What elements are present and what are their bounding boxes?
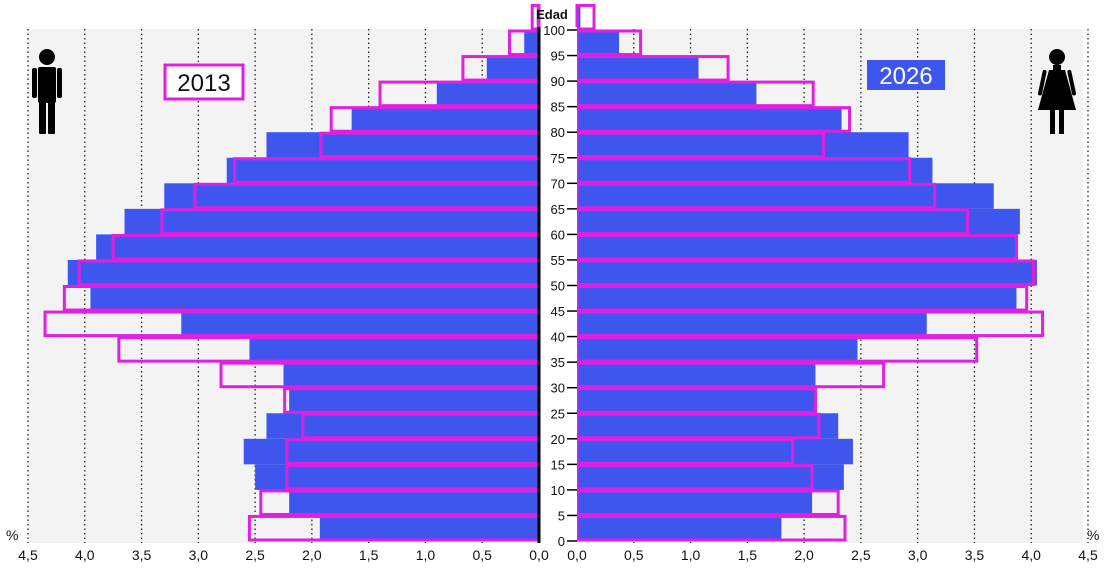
bar-2026-female-55-59	[577, 234, 1018, 260]
bar-2026-male-55-59	[96, 234, 539, 260]
x-tick-label-left: 2,0	[302, 547, 322, 563]
x-tick-label-left: 3,5	[132, 547, 152, 563]
age-tick-label: 45	[551, 304, 565, 319]
age-tick-label: 100	[543, 23, 565, 38]
bar-2026-male-90-94	[486, 55, 539, 82]
bar-2026-female-90-94	[577, 55, 699, 82]
bar-2026-male-70-74	[226, 157, 539, 184]
age-tick-label: 55	[551, 253, 565, 268]
percent-sign-left: %	[6, 527, 18, 543]
x-tick-label-left: 2,5	[245, 547, 265, 563]
bar-2013-female-100+	[575, 3, 596, 31]
age-tick-label: 30	[551, 381, 565, 396]
bar-2026-male-35-39	[249, 336, 539, 363]
bar-2026-male-80-84	[351, 106, 539, 133]
bar-2026-female-45-49	[577, 285, 1017, 312]
x-tick-label-left: 4,0	[75, 547, 95, 563]
bar-2026-female-40-44	[577, 311, 927, 337]
x-tick-label-right: 3,0	[908, 547, 928, 563]
x-tick-label-left: 4,5	[18, 547, 38, 563]
bar-2026-female-30-34	[577, 362, 816, 388]
bar-2013-male-100+	[530, 3, 541, 31]
bar-2026-female-65-69	[577, 183, 994, 209]
x-tick-label-left: 0,5	[472, 547, 492, 563]
axis-title-edad: Edad	[536, 7, 568, 22]
age-tick-label: 75	[551, 151, 565, 166]
age-tick-label: 15	[551, 457, 565, 472]
age-tick-label: 20	[551, 432, 565, 447]
age-tick-label: 70	[551, 176, 565, 191]
male-icon	[32, 49, 62, 134]
x-tick-label-left: 1,0	[416, 547, 436, 563]
bar-2026-male-15-19	[243, 438, 539, 465]
bar-2026-male-45-49	[90, 285, 539, 312]
x-tick-label-right: 1,5	[738, 547, 758, 563]
age-tick-label: 5	[558, 508, 565, 523]
x-tick-label-right: 0,0	[567, 547, 587, 563]
bar-2026-male-40-44	[181, 311, 540, 337]
bar-2026-female-85-89	[577, 81, 757, 107]
bar-2026-female-60-64	[577, 208, 1020, 235]
age-tick-label: 65	[551, 202, 565, 217]
bar-2026-female-25-29	[577, 387, 816, 414]
bar-2026-female-35-39	[577, 336, 858, 363]
x-tick-label-right: 2,0	[794, 547, 814, 563]
x-tick-label-right: 0,5	[624, 547, 644, 563]
legend-2026-label: 2026	[879, 63, 932, 90]
age-tick-label: 80	[551, 125, 565, 140]
bar-2026-female-70-74	[577, 157, 933, 184]
legend-2013-label: 2013	[177, 70, 230, 97]
bar-2026-female-75-79	[577, 132, 909, 158]
bar-2026-male-85-89	[436, 81, 539, 107]
bar-2026-male-75-79	[266, 132, 539, 158]
age-tick-label: 90	[551, 74, 565, 89]
x-tick-label-left: 1,5	[359, 547, 379, 563]
x-tick-label-left: 3,0	[189, 547, 209, 563]
age-tick-label: 50	[551, 279, 565, 294]
percent-sign-right: %	[1087, 527, 1099, 543]
bar-2026-male-25-29	[289, 387, 539, 414]
x-tick-label-right: 2,5	[851, 547, 871, 563]
age-tick-label: 25	[551, 406, 565, 421]
age-tick-label: 0	[558, 534, 565, 549]
bar-2026-male-5-9	[289, 489, 539, 516]
age-tick-label: 10	[551, 483, 565, 498]
x-tick-label-left: 0,0	[529, 547, 549, 563]
bar-2026-male-0-4	[319, 515, 539, 541]
bar-2026-male-65-69	[164, 183, 539, 209]
age-tick-label: 35	[551, 355, 565, 370]
age-tick-label: 40	[551, 330, 565, 345]
bar-2026-male-95-99	[524, 30, 539, 56]
bar-2026-female-20-24	[577, 413, 839, 439]
female-icon	[1038, 49, 1076, 134]
bar-2026-female-15-19	[577, 438, 853, 465]
bar-2026-male-20-24	[266, 413, 539, 439]
bar-2026-male-30-34	[283, 362, 539, 388]
bar-2026-female-95-99	[577, 30, 620, 56]
x-tick-label-right: 4,0	[1021, 547, 1041, 563]
bar-2026-male-50-54	[67, 259, 539, 286]
bar-2026-female-0-4	[577, 515, 782, 541]
legend-2013-box	[163, 63, 245, 101]
x-tick-label-right: 1,0	[681, 547, 701, 563]
x-axis: 4,5 4,5 4,0 4,0 3,5 3,5 3,0 3,0 2,5 2,5 2,0 2,0 1,5 1…	[18, 547, 1098, 563]
age-axis: 0 5 10 15 20 25 30 35 40 45 50 55 60 65 70 75 80 85 90 95 10…	[543, 23, 577, 549]
bar-2026-female-80-84	[577, 106, 842, 133]
age-tick-label: 85	[551, 100, 565, 115]
bar-2026-female-50-54	[577, 259, 1037, 286]
bar-2026-female-100+	[577, 4, 581, 30]
x-tick-label-right: 4,5	[1078, 547, 1098, 563]
bar-2026-female-10-14	[577, 464, 844, 490]
bar-2026-male-60-64	[124, 208, 540, 235]
bars-2026-series	[67, 4, 1037, 541]
x-tick-label-right: 3,5	[965, 547, 985, 563]
bar-2026-female-5-9	[577, 489, 813, 516]
age-tick-label: 60	[551, 227, 565, 242]
legend-2026-box	[867, 60, 945, 90]
age-tick-label: 95	[551, 49, 565, 64]
bar-2026-male-10-14	[255, 464, 539, 490]
